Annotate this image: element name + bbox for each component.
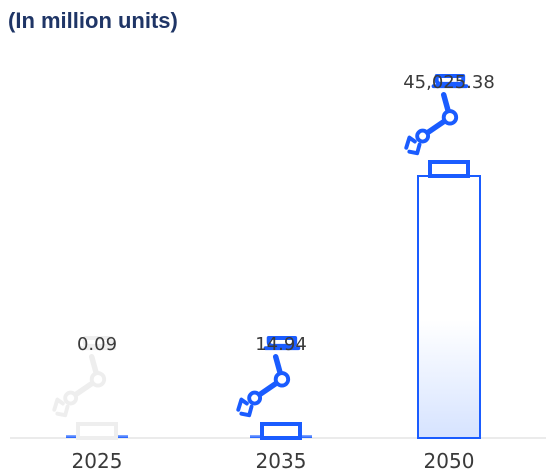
- bar-2050: [417, 175, 481, 439]
- x-tick-label-2035: 2035: [256, 449, 307, 472]
- value-label-2050: 45,025.38: [403, 72, 495, 93]
- value-label-2035: 14.94: [255, 334, 307, 355]
- robot-base-icon: [260, 422, 302, 440]
- x-tick-label-2025: 2025: [72, 449, 123, 472]
- value-label-2025: 0.09: [77, 334, 117, 355]
- x-tick-label-2050: 2050: [424, 449, 475, 472]
- robot-base-icon: [428, 160, 470, 178]
- robot-base-icon: [76, 422, 118, 440]
- chart-title: (In million units): [8, 8, 178, 33]
